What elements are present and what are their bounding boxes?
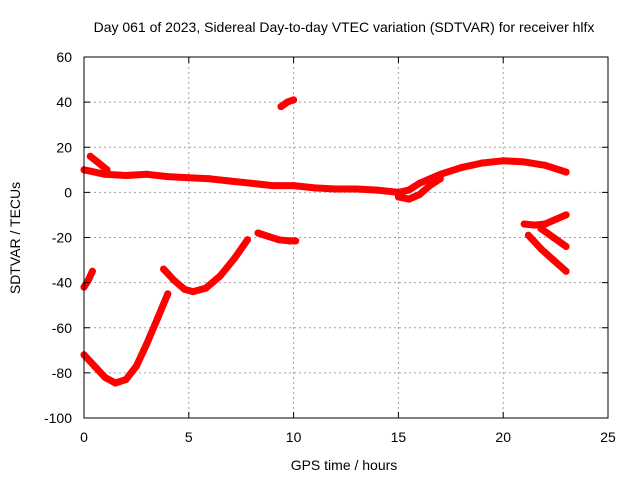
data-point (95, 159, 103, 167)
data-point (101, 373, 109, 381)
x-tick-label: 15 (391, 429, 407, 445)
y-tick-label: 60 (56, 49, 72, 65)
data-point (436, 175, 444, 183)
grid-lines (84, 57, 608, 418)
data-point (550, 256, 557, 264)
data-point (248, 179, 256, 187)
data-point (227, 177, 235, 185)
x-tick-label: 20 (495, 429, 511, 445)
data-point (185, 174, 193, 182)
data-point (562, 243, 570, 250)
x-tick-label: 25 (600, 429, 616, 445)
data-point (426, 182, 434, 190)
data-point (541, 220, 549, 228)
series-late-c (524, 231, 570, 275)
data-point (202, 284, 210, 292)
y-tick-label: -100 (44, 410, 72, 426)
data-point (189, 288, 197, 296)
data-point (311, 184, 319, 192)
data-point (283, 98, 291, 106)
data-point (181, 285, 189, 293)
x-tick-label: 10 (286, 429, 302, 445)
data-point (531, 221, 539, 229)
y-tick-label: -60 (52, 320, 72, 336)
data-point (206, 175, 214, 183)
data-point (132, 362, 140, 370)
data-point (111, 379, 119, 387)
data-point (216, 272, 224, 280)
y-tick-label: 20 (56, 139, 72, 155)
data-point (550, 234, 557, 241)
data-point (254, 229, 262, 237)
y-tick-label: -40 (52, 275, 72, 291)
data-point (275, 236, 283, 244)
data-point (143, 170, 151, 178)
data-point (520, 158, 528, 166)
data-point (143, 340, 151, 347)
data-point (292, 237, 300, 245)
x-tick-label: 0 (80, 429, 88, 445)
data-point (277, 103, 285, 111)
y-axis-label: SDTVAR / TECUs (7, 182, 23, 294)
data-point (332, 185, 339, 193)
y-tick-label: 0 (64, 184, 72, 200)
data-series (80, 96, 570, 387)
data-point (524, 231, 532, 239)
data-point (164, 173, 172, 181)
data-point (478, 159, 486, 167)
data-point (290, 96, 298, 104)
data-point (373, 186, 381, 194)
data-point (153, 315, 161, 323)
data-point (541, 161, 549, 169)
data-point (122, 376, 130, 384)
x-tick-label: 5 (185, 429, 193, 445)
y-tick-label: -20 (52, 230, 72, 246)
data-point (457, 164, 465, 172)
data-point (285, 237, 293, 245)
data-point (88, 267, 96, 275)
data-point (415, 179, 423, 187)
chart-title: Day 061 of 2023, Sidereal Day-to-day VTE… (94, 19, 595, 35)
data-point (164, 290, 172, 298)
data-point (269, 182, 277, 190)
data-point (537, 225, 545, 232)
x-axis-label: GPS time / hours (291, 457, 398, 473)
data-point (160, 265, 168, 273)
data-point (86, 152, 94, 160)
data-point (290, 182, 298, 190)
data-point (520, 220, 528, 228)
data-point (264, 232, 272, 240)
data-point (103, 166, 111, 174)
data-point (405, 195, 413, 203)
data-point (499, 157, 507, 165)
data-point (562, 267, 570, 275)
data-point (405, 186, 413, 194)
data-point (537, 245, 545, 253)
data-point (353, 185, 360, 193)
data-point (394, 193, 402, 201)
data-point (122, 172, 130, 179)
data-point (552, 215, 560, 223)
axis-ticks: 0 5 10 15 20 25 -100 -80 -60 -40 -20 0 20 40 60 (44, 49, 616, 445)
y-tick-label: -80 (52, 365, 72, 381)
data-point (231, 254, 239, 262)
data-point (170, 276, 178, 284)
data-point (244, 236, 251, 244)
y-tick-label: 40 (56, 94, 72, 110)
data-point (562, 168, 570, 176)
data-point (415, 191, 423, 199)
data-point (562, 211, 570, 219)
data-point (91, 362, 98, 370)
